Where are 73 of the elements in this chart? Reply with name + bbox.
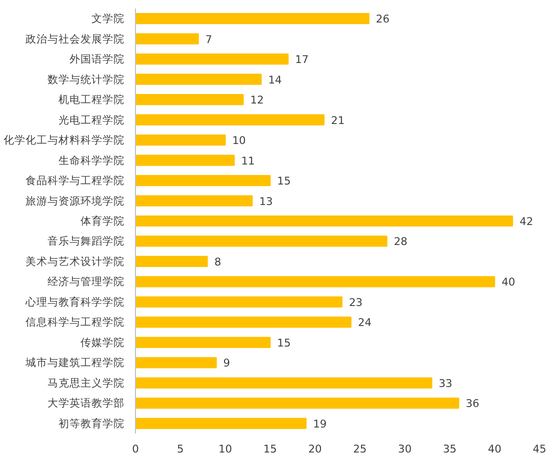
bar [136, 134, 226, 146]
data-label: 17 [295, 53, 309, 66]
data-label: 15 [277, 336, 291, 350]
data-label: 8 [214, 255, 222, 268]
x-tick-label: 40 [488, 442, 502, 455]
bar [136, 33, 199, 44]
bar [136, 215, 514, 227]
data-label: 12 [250, 94, 264, 107]
y-tick-label: 信息科学与工程学院 [26, 316, 124, 329]
data-label: 9 [223, 356, 230, 370]
bar [136, 377, 432, 388]
bar [136, 154, 235, 166]
y-tick-label: 生命科学学院 [58, 154, 124, 167]
bar [136, 54, 289, 65]
y-tick-label: 数学与统计学院 [48, 72, 124, 86]
y-tick-label: 外国语学院 [70, 52, 124, 66]
x-tick-label: 30 [398, 442, 412, 455]
y-tick-label: 食品科学与工程学院 [26, 174, 124, 188]
y-tick-label: 机电工程学院 [58, 93, 124, 106]
data-label: 23 [348, 296, 363, 309]
x-tick-label: 25 [353, 442, 367, 455]
data-label: 15 [277, 174, 291, 188]
bar [136, 398, 460, 409]
bar [136, 13, 370, 24]
x-tick-label: 45 [532, 442, 546, 455]
y-tick-label: 大学英语教学部 [48, 396, 124, 410]
data-label: 10 [232, 134, 246, 148]
y-tick-label: 旅游与资源环境学院 [26, 194, 124, 208]
y-tick-label: 传媒学院 [80, 336, 124, 349]
bar [136, 74, 262, 85]
data-label: 13 [259, 194, 273, 208]
x-tick-label: 35 [442, 442, 457, 455]
y-tick-label: 初等教育学院 [58, 416, 124, 430]
data-label: 26 [376, 12, 390, 26]
bar [136, 94, 244, 106]
data-label: 36 [466, 397, 480, 410]
data-label: 21 [331, 114, 345, 127]
y-tick-label: 光电工程学院 [58, 113, 124, 126]
data-label: 28 [394, 235, 408, 248]
data-label: 24 [358, 316, 372, 330]
data-label: 7 [205, 32, 212, 46]
bar [136, 174, 271, 186]
bar [136, 236, 388, 247]
y-tick-label: 音乐与舞蹈学院 [48, 234, 124, 248]
y-tick-label: 美术与艺术设计学院 [26, 254, 124, 268]
y-tick-label: 马克思主义学院 [48, 376, 124, 390]
bar [136, 195, 253, 206]
x-tick-label: 5 [177, 442, 184, 455]
data-label: 33 [438, 376, 452, 390]
y-tick-label: 经济与管理学院 [48, 275, 124, 288]
x-tick-label: 15 [263, 442, 277, 455]
x-tick-label: 0 [132, 442, 140, 455]
bar [136, 336, 271, 348]
bar [136, 418, 307, 429]
bar [136, 256, 208, 268]
data-label: 11 [241, 154, 255, 168]
bar [136, 357, 217, 368]
data-label: 40 [502, 276, 516, 289]
data-label: 42 [520, 215, 534, 228]
data-label: 19 [313, 417, 327, 430]
y-tick-label: 文学院 [92, 12, 124, 26]
bar [136, 316, 352, 328]
x-tick-label: 20 [308, 442, 322, 455]
x-tick-label: 10 [218, 442, 232, 455]
y-tick-label: 城市与建筑工程学院 [24, 356, 124, 370]
y-tick-label: 政治与社会发展学院 [26, 32, 124, 46]
y-tick-label: 化学化工与材料科学学院 [4, 134, 124, 147]
y-tick-label: 心理与教育科学学院 [24, 295, 124, 308]
bar [136, 296, 342, 308]
y-tick-label: 体育学院 [80, 214, 124, 228]
bar [136, 276, 496, 288]
bar [136, 114, 325, 126]
data-label: 14 [268, 73, 282, 86]
